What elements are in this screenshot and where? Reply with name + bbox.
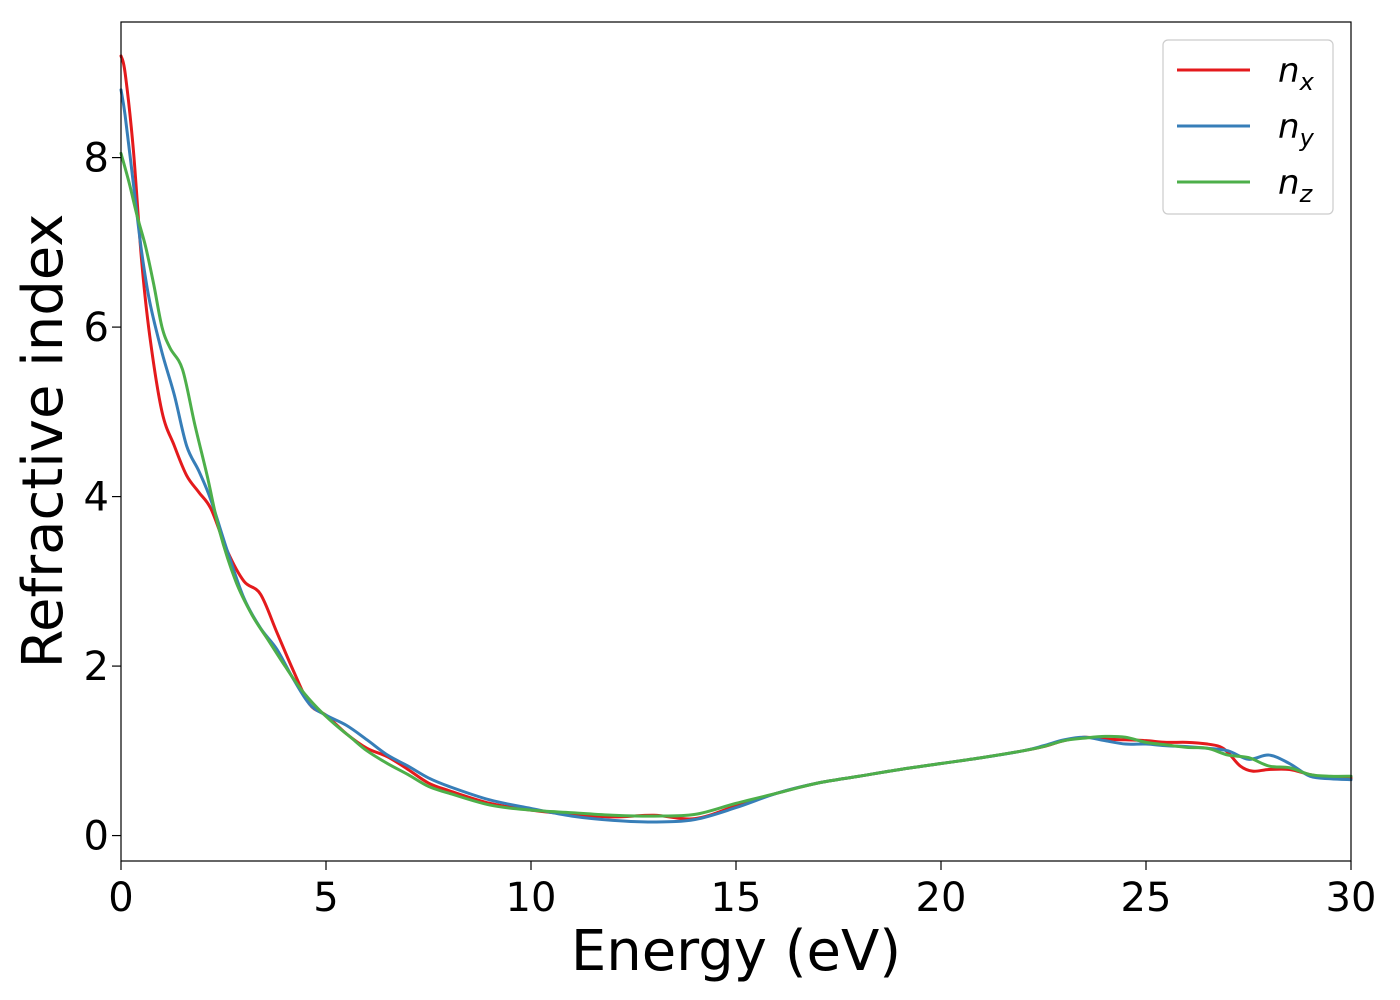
y-tick-label: 0 bbox=[84, 814, 109, 860]
legend: nx ny nz bbox=[1162, 39, 1334, 215]
series-layer bbox=[119, 54, 1353, 824]
x-tick-label: 10 bbox=[506, 875, 557, 921]
y-tick-label: 6 bbox=[84, 305, 109, 351]
x-tick-label: 0 bbox=[108, 875, 133, 921]
y-axis-ticks: 0 2 4 6 8 bbox=[84, 136, 121, 860]
series-line-nz bbox=[119, 151, 1353, 818]
x-tick-label: 20 bbox=[916, 875, 967, 921]
x-tick-label: 15 bbox=[711, 875, 762, 921]
x-axis-ticks: 0 5 10 15 20 25 30 bbox=[108, 861, 1376, 921]
legend-label-nz: nz bbox=[1278, 163, 1314, 208]
x-tick-label: 30 bbox=[1326, 875, 1377, 921]
y-axis-label: Refractive index bbox=[11, 214, 76, 669]
legend-label-nx: nx bbox=[1278, 51, 1315, 96]
y-tick-label: 4 bbox=[84, 475, 109, 521]
y-tick-label: 2 bbox=[84, 644, 109, 690]
plot-area bbox=[121, 22, 1351, 861]
y-tick-label: 8 bbox=[84, 136, 109, 182]
x-tick-label: 5 bbox=[313, 875, 338, 921]
legend-label-ny: ny bbox=[1278, 107, 1315, 152]
x-tick-label: 25 bbox=[1121, 875, 1172, 921]
x-axis-label: Energy (eV) bbox=[571, 919, 901, 984]
